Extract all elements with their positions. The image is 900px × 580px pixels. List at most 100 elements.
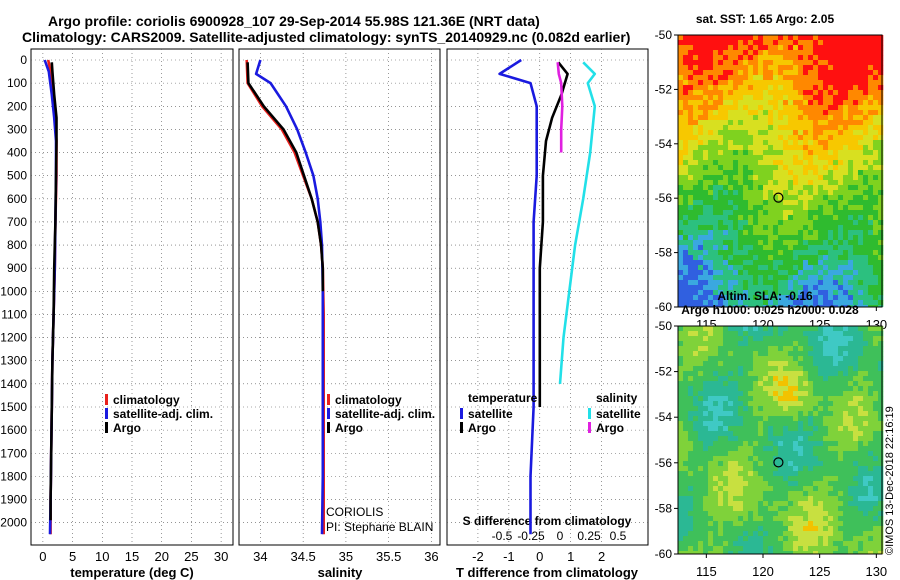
- salinity-tick-label: 34: [253, 549, 267, 564]
- difference-series-t-argo: [538, 61, 569, 407]
- sdiff-legend-swatch: [588, 408, 591, 419]
- depth-tick-label: 100: [7, 76, 27, 90]
- temperature-tick-label: 5: [69, 549, 76, 564]
- temperature-legend-swatch: [105, 394, 108, 405]
- sdiff-tick-label: 0.25: [577, 529, 601, 543]
- depth-tick-label: 1100: [1, 307, 27, 321]
- sla-map-xtick-label: 125: [809, 564, 831, 579]
- sst-map-argo-marker: [773, 192, 784, 203]
- depth-tick-label: 400: [7, 146, 27, 160]
- depth-tick-label: 700: [7, 215, 27, 229]
- tdiff-legend-swatch: [460, 422, 463, 433]
- sdiff-legend-label: Argo: [596, 421, 624, 435]
- salinity-tick-label: 34.5: [290, 549, 315, 564]
- sla-map-ytick-label: -54: [655, 410, 673, 424]
- depth-tick-label: 1600: [0, 423, 27, 437]
- temperature-tick-label: 20: [154, 549, 168, 564]
- depth-tick-label: 1700: [0, 446, 27, 460]
- salinity-series-satellite-adj--clim-: [254, 59, 325, 535]
- depth-tick-label: 1900: [0, 493, 27, 507]
- sst-map-ytick-label: -50: [655, 28, 673, 42]
- figure-title-line1: Argo profile: coriolis 6900928_107 29-Se…: [48, 13, 540, 29]
- sdiff-tick-label: -0.25: [517, 529, 545, 543]
- data-centre-label: CORIOLIS: [326, 505, 383, 519]
- salinity-legend-label: satellite-adj. clim.: [335, 407, 435, 421]
- figure-title-line2: Climatology: CARS2009. Satellite-adjuste…: [22, 29, 631, 45]
- sla-map-xtick-label: 120: [752, 564, 774, 579]
- sdiff-legend-label: satellite: [596, 407, 641, 421]
- sdiff-tick-label: -0.5: [492, 529, 513, 543]
- temperature-tick-label: 10: [95, 549, 109, 564]
- depth-tick-label: 0: [20, 53, 27, 67]
- salinity-tick-label: 35: [339, 549, 353, 564]
- difference-series-s-argo: [556, 62, 564, 153]
- temperature-tick-label: 25: [184, 549, 198, 564]
- depth-tick-label: 200: [7, 99, 27, 113]
- sla-map-ytick-label: -60: [655, 547, 673, 561]
- depth-tick-label: 2000: [0, 516, 27, 530]
- sst-map-pixels: [678, 35, 884, 307]
- salinity-series-argo: [246, 62, 325, 292]
- depth-tick-label: 1000: [0, 284, 27, 298]
- tdiff-tick-label: 0: [536, 549, 543, 564]
- sst-map-title: sat. SST: 1.65 Argo: 2.05: [696, 12, 835, 26]
- sla-map-frame: [677, 325, 883, 555]
- depth-tick-label: 1400: [0, 377, 27, 391]
- temperature-tick-label: 30: [214, 549, 228, 564]
- sst-map-ytick-label: -54: [655, 137, 673, 151]
- sdiff-legend-title: salinity: [596, 391, 638, 405]
- depth-tick-label: 1500: [0, 400, 27, 414]
- tdiff-legend-swatch: [460, 408, 463, 419]
- sla-map-ytick-label: -50: [655, 319, 673, 333]
- pi-label: PI: Stephane BLAIN: [326, 520, 433, 534]
- salinity-axis-label: salinity: [318, 565, 364, 580]
- depth-tick-label: 800: [7, 238, 27, 252]
- sla-map-subtitle: Argo h1000: 0.025 h2000: 0.028: [681, 303, 859, 317]
- sla-map-xtick-label: 130: [865, 564, 887, 579]
- depth-tick-label: 1200: [0, 331, 27, 345]
- salinity-tick-label: 35.5: [376, 549, 401, 564]
- difference-panel-frame: [446, 48, 649, 546]
- temperature-legend-swatch: [105, 422, 108, 433]
- sst-map-frame: [677, 34, 883, 308]
- temperature-legend-label: Argo: [113, 421, 141, 435]
- tdiff-tick-label: -1: [503, 549, 515, 564]
- salinity-tick-label: 36: [424, 549, 438, 564]
- sla-map-ytick-label: -52: [655, 365, 673, 379]
- temperature-tick-label: 0: [39, 549, 46, 564]
- depth-tick-label: 1800: [0, 469, 27, 483]
- sst-map-ytick-label: -58: [655, 246, 673, 260]
- depth-tick-label: 500: [7, 169, 27, 183]
- sdiff-legend-swatch: [588, 422, 591, 433]
- temperature-tick-label: 15: [125, 549, 139, 564]
- difference-series-t-satellite: [498, 58, 539, 535]
- sst-map-ytick-label: -60: [655, 300, 673, 314]
- sla-map-argo-marker: [773, 457, 784, 468]
- difference-series-s-satellite: [558, 61, 597, 384]
- sst-map-ytick-label: -52: [655, 82, 673, 96]
- tdiff-tick-label: -2: [472, 549, 484, 564]
- salinity-legend-swatch: [327, 422, 330, 433]
- salinity-legend-swatch: [327, 408, 330, 419]
- sla-map-xtick-label: 115: [696, 564, 717, 579]
- temperature-legend-swatch: [105, 408, 108, 419]
- temperature-legend-label: satellite-adj. clim.: [113, 407, 213, 421]
- depth-tick-label: 300: [7, 122, 27, 136]
- sla-map-title: Altim. SLA: -0.16: [717, 289, 813, 303]
- temperature-axis-label: temperature (deg C): [70, 565, 194, 580]
- salinity-legend-swatch: [327, 394, 330, 405]
- salinity-legend-label: climatology: [335, 393, 402, 407]
- sla-map-ytick-label: -58: [655, 501, 673, 515]
- depth-tick-label: 900: [7, 261, 27, 275]
- sdiff-tick-label: 0.5: [610, 529, 627, 543]
- temperature-legend-label: climatology: [113, 393, 180, 407]
- tdiff-legend-title: temperature: [468, 391, 538, 405]
- tdiff-tick-label: 2: [598, 549, 605, 564]
- sdiff-tick-label: 0: [557, 529, 564, 543]
- tdiff-tick-label: 1: [567, 549, 574, 564]
- sla-map-ytick-label: -56: [655, 456, 673, 470]
- salinity-panel-frame: [238, 48, 441, 546]
- temperature-series-argo: [49, 62, 58, 521]
- tdiff-legend-label: satellite: [468, 407, 513, 421]
